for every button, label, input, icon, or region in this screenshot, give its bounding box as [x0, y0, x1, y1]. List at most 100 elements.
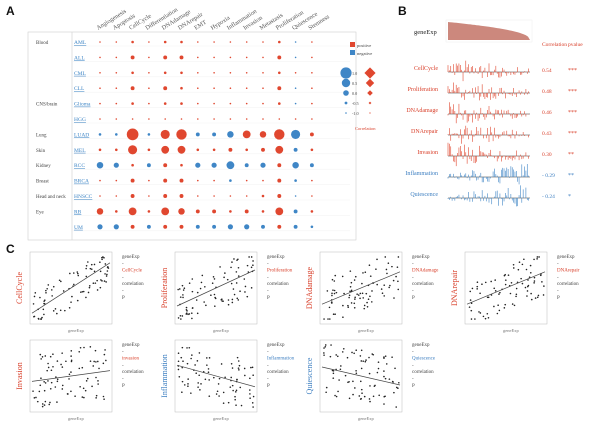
scatter-point	[341, 351, 344, 353]
scatter-stat-invasion-4: correlation	[122, 370, 144, 375]
corr-dot-glioma-invasion	[245, 102, 248, 105]
corr-dot-brca-apoptosis	[115, 179, 118, 182]
corr-dot-mel-dnarepair	[177, 145, 186, 154]
scatter-point	[504, 279, 507, 281]
corr-dot-aml-apoptosis	[115, 41, 118, 43]
corr-dot-cml-invasion	[245, 72, 248, 74]
scatter-point	[177, 352, 180, 354]
scatter-point	[481, 283, 483, 285]
scatter-point	[41, 403, 44, 405]
scatter-stat-cellcycle-4: correlation	[122, 282, 144, 287]
scatter-point	[358, 395, 361, 397]
corr-dot-cll-apoptosis	[115, 87, 118, 89]
scatter-point	[212, 276, 215, 278]
scatter-point	[36, 400, 39, 403]
scatter-point	[101, 256, 103, 259]
corr-dot-cml-hypoxia	[213, 72, 215, 74]
corr-dot-mel-differentiation	[147, 148, 151, 152]
scatter-point	[347, 304, 349, 307]
scatter-point	[205, 304, 207, 307]
scatter-point	[77, 274, 80, 277]
corr-dot-rb-invasion	[244, 209, 249, 214]
scatter-point	[336, 355, 339, 358]
scatter-point	[68, 306, 71, 309]
scatter-point	[332, 370, 335, 372]
scatter-point	[383, 295, 386, 297]
correlation-value-quiescence: - 0.24	[542, 194, 555, 200]
scatter-point	[82, 387, 85, 390]
scatter-point	[527, 279, 529, 281]
scatter-point	[361, 282, 363, 285]
scatter-point	[323, 318, 325, 320]
scatter-point	[350, 281, 353, 284]
scatter-point	[216, 390, 219, 393]
scatter-point	[236, 378, 238, 381]
corr-dot-rb-inflammation	[229, 210, 232, 213]
corr-dot-mel-proliferation	[275, 145, 284, 154]
scatter-point	[224, 376, 226, 379]
scatter-point	[530, 298, 533, 301]
corr-dot-rb-differentiation	[147, 210, 151, 213]
scatter-point	[329, 318, 331, 320]
scatter-point	[197, 386, 199, 388]
scatter-point	[211, 282, 214, 285]
scatter-point	[188, 282, 191, 284]
corr-dot-luad-emt	[195, 132, 200, 137]
scatter-point	[510, 281, 513, 284]
scatter-point	[397, 256, 400, 258]
scatter-point	[221, 300, 223, 302]
scatter-point	[324, 345, 327, 348]
corr-dot-all-angiogenesis	[99, 56, 101, 59]
scatter-point	[328, 306, 331, 309]
scatter-point	[60, 280, 62, 283]
corr-dot-hnscc-angiogenesis	[99, 195, 101, 197]
scatter-point	[490, 280, 492, 283]
scatter-point	[191, 307, 194, 309]
legend-size-dot-neg	[345, 112, 347, 114]
legend-size-label: 0.0	[352, 91, 357, 96]
scatter-point	[347, 306, 350, 309]
corr-dot-cml-differentiation	[148, 72, 150, 74]
scatter-point	[219, 266, 221, 268]
scatter-point	[395, 406, 398, 408]
panel-b-letter: B	[398, 4, 407, 18]
scatter-point	[95, 376, 97, 379]
scatter-point	[50, 381, 53, 384]
row-label-mel: MEL	[74, 148, 86, 154]
scatter-point	[89, 346, 92, 348]
scatter-point	[190, 312, 193, 314]
corr-dot-aml-dnarepair	[180, 40, 183, 44]
corr-dot-aml-inflammation	[229, 41, 232, 43]
corr-dot-all-dnarepair	[179, 55, 184, 60]
scatter-point	[70, 359, 73, 362]
corr-dot-rb-stemness	[310, 210, 314, 213]
corr-dot-brca-differentiation	[148, 179, 150, 182]
corr-dot-glioma-differentiation	[148, 102, 150, 105]
corr-dot-hgg-dnarepair	[180, 118, 183, 120]
scatter-point	[186, 362, 189, 365]
corr-dot-aml-quiescence	[294, 41, 297, 43]
scatter-point	[45, 291, 47, 294]
scatter-point	[181, 391, 183, 394]
scatter-point	[393, 297, 395, 299]
scatter-point	[378, 394, 380, 397]
scatter-point	[94, 349, 97, 352]
scatter-point	[43, 313, 45, 316]
scatter-point	[231, 261, 233, 263]
scatter-point	[41, 316, 43, 319]
corr-dot-um-emt	[195, 224, 200, 229]
scatter-point	[236, 356, 239, 359]
legend-size-dot-neg	[340, 67, 352, 79]
corr-dot-rcc-differentiation	[146, 163, 151, 168]
scatter-point	[55, 376, 57, 378]
scatter-point	[218, 377, 221, 380]
scatter-point	[470, 318, 473, 320]
scatter-stat-quiescence-1: -	[412, 350, 414, 355]
scatter-point	[104, 273, 106, 275]
scatter-point	[178, 376, 181, 378]
scatter-point	[332, 313, 335, 316]
scatter-point	[92, 282, 95, 285]
scatter-point	[511, 303, 514, 305]
scatter-point	[87, 261, 89, 263]
scatter-point	[190, 357, 192, 360]
